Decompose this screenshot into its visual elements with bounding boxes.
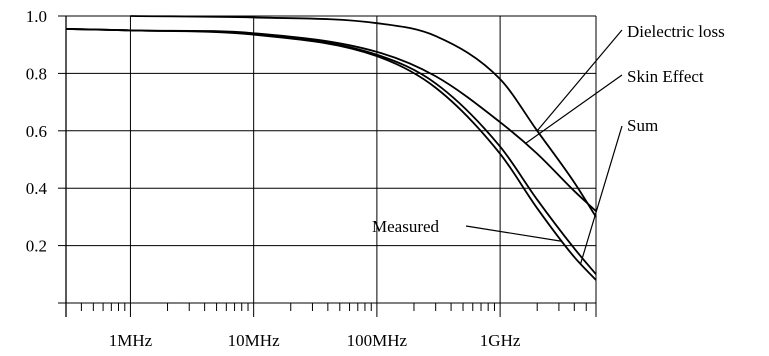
y-tick-label-0-8: 0.8	[26, 64, 47, 83]
x-tick-label-1mhz: 1MHz	[109, 331, 153, 350]
series-line-dielectric-loss	[130, 15, 597, 218]
series-curves	[65, 15, 597, 281]
annotation-leaders	[465, 29, 623, 264]
y-tick-label-1-0: 1.0	[26, 7, 47, 26]
x-tick-label-100mhz: 100MHz	[347, 331, 408, 350]
leader-skin-effect	[524, 74, 623, 145]
series-line-measured	[65, 28, 597, 275]
x-tick-label-10mhz: 10MHz	[228, 331, 280, 350]
annotation-measured: Measured	[372, 217, 440, 236]
leader-sum	[580, 125, 623, 264]
labels: 0.2 0.4 0.6 0.8 1.0 1MHz 10MHz 100MHz 1GHz Dielec…	[26, 7, 725, 350]
x-tick-label-1ghz: 1GHz	[480, 331, 521, 350]
grid	[66, 15, 596, 317]
y-tick-label-0-6: 0.6	[26, 122, 47, 141]
annotation-skin-effect: Skin Effect	[627, 67, 704, 86]
y-tick-label-0-2: 0.2	[26, 237, 47, 256]
minor-ticks	[65, 303, 597, 311]
axes	[58, 15, 597, 317]
leader-dielectric-loss	[536, 29, 623, 132]
annotation-dielectric-loss: Dielectric loss	[627, 22, 725, 41]
series-line-skin-effect	[65, 28, 597, 212]
leader-measured	[465, 225, 563, 242]
annotation-sum: Sum	[627, 116, 658, 135]
series-line-sum	[65, 28, 597, 281]
y-tick-label-0-4: 0.4	[26, 179, 48, 198]
